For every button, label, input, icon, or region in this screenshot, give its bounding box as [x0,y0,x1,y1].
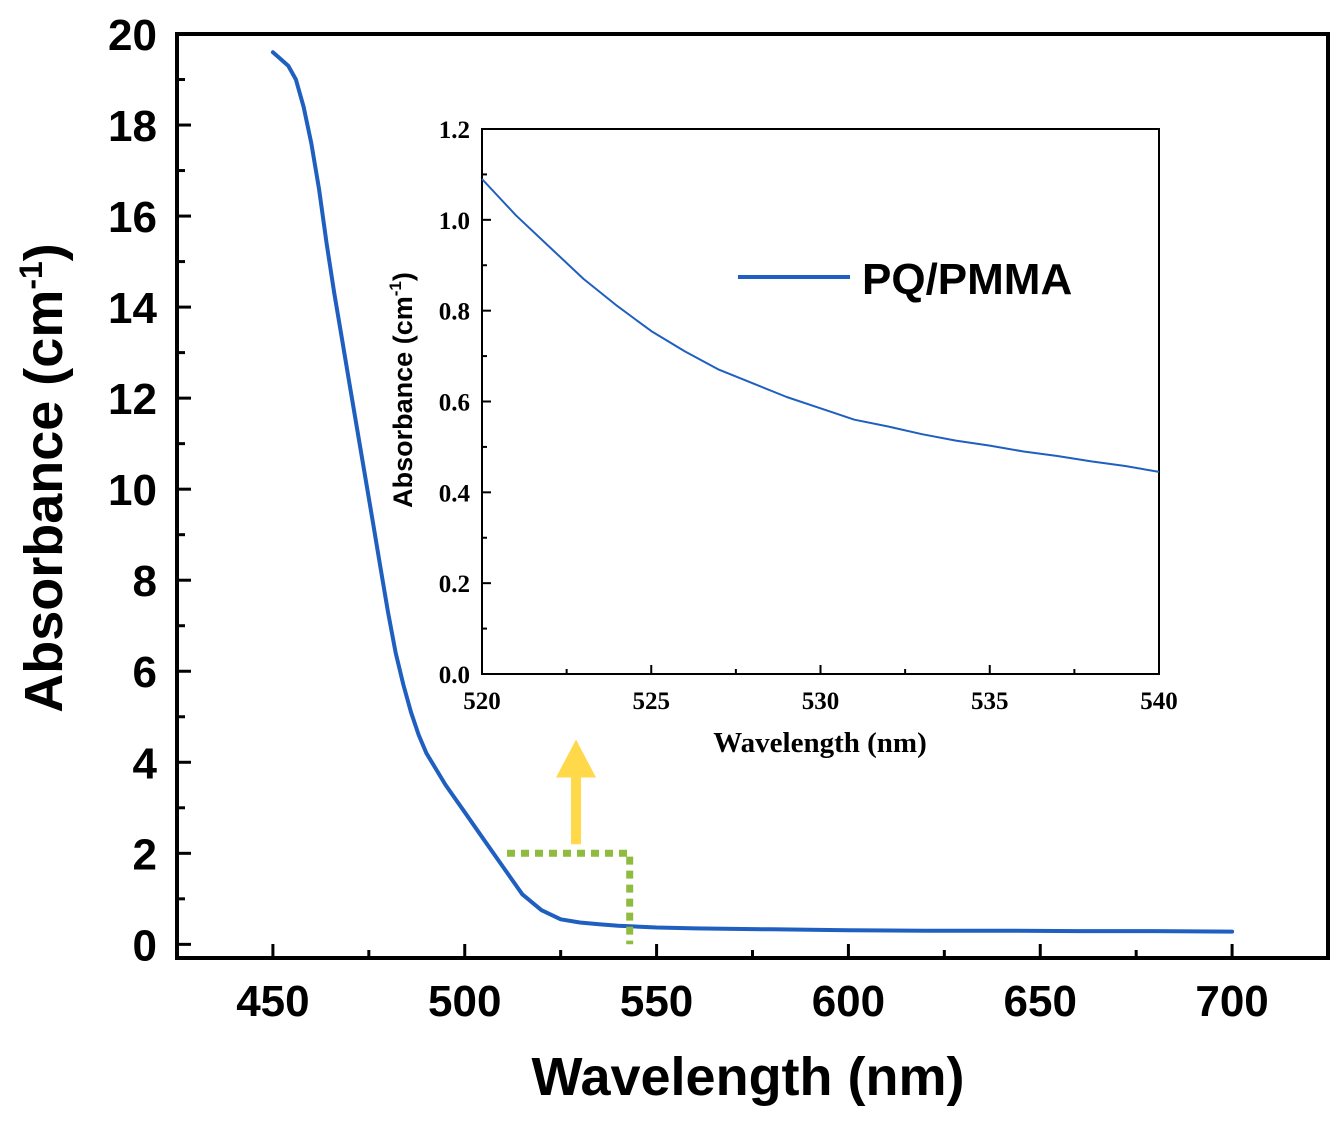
main-y-axis-title: Absorbance (cm-1) [13,243,74,713]
inset-x-tick-label: 530 [802,688,840,715]
main-x-tick-label: 600 [812,977,885,1026]
zoom-arrow-icon [556,739,597,845]
main-x-tick-label: 450 [236,977,309,1026]
inset-y-tick-label: 0.4 [439,480,471,507]
main-x-axis-title: Wavelength (nm) [531,1047,964,1107]
inset-x-tick-label: 535 [971,688,1009,715]
inset-y-tick-label: 0.6 [439,390,470,417]
inset-y-axis-title-text: Absorbance (cm [388,296,418,508]
inset-series-line-pq-pmma [481,178,1160,473]
main-x-tick-label: 700 [1195,977,1268,1026]
main-y-tick-label: 2 [133,830,157,879]
main-y-axis-title-sup: -1 [13,261,49,289]
legend: PQ/PMMA [738,255,1072,304]
main-y-tick-label: 0 [133,921,157,970]
inset-plot-frame [481,128,1160,675]
main-y-axis-title-close: ) [14,243,74,261]
inset-y-tick-label: 0.2 [439,571,470,598]
inset-x-tick-label: 540 [1140,688,1178,715]
main-y-tick-label: 14 [108,284,157,333]
main-y-tick-label: 16 [108,193,157,242]
inset-x-tick-label: 525 [633,688,671,715]
inset-y-axis-title-close: ) [388,272,418,281]
inset-axis-ticks [481,128,1160,675]
main-x-tick-label: 550 [620,977,693,1026]
inset-y-axis-title: Absorbance (cm-1) [386,272,418,508]
main-y-tick-label: 10 [108,466,157,515]
zoom-arrow-head [556,739,597,778]
main-y-tick-label: 8 [133,557,157,606]
inset-tick-labels: 520 525 530 535 540 0.0 0.2 0.4 0.6 0.8 1.0 1.2 [439,117,1178,715]
main-y-tick-label: 20 [108,11,157,60]
inset-y-tick-label: 1.0 [439,208,470,235]
inset-y-axis-title-sup: -1 [386,281,405,296]
main-axis-ticks [177,32,1234,958]
main-y-tick-label: 18 [108,102,157,151]
main-y-axis-title-text: Absorbance (cm [14,290,74,713]
zoom-region-marker [507,849,634,945]
main-y-tick-label: 12 [108,375,157,424]
inset-y-tick-label: 0.8 [439,299,470,326]
main-y-tick-label: 4 [133,739,158,788]
main-tick-labels: 450 500 550 600 650 700 0 2 4 6 8 10 12 14 16 18 20 [108,11,1269,1026]
legend-label-pq-pmma: PQ/PMMA [862,255,1072,304]
inset-x-axis-title: Wavelength (nm) [713,727,926,759]
inset-y-tick-label: 0.0 [439,662,470,689]
main-x-tick-label: 650 [1004,977,1077,1026]
main-series-line-pq-pmma [270,50,1235,934]
inset-y-tick-label: 1.2 [439,117,470,144]
main-y-tick-label: 6 [133,648,157,697]
main-x-tick-label: 500 [428,977,501,1026]
inset-x-tick-label: 520 [463,688,501,715]
